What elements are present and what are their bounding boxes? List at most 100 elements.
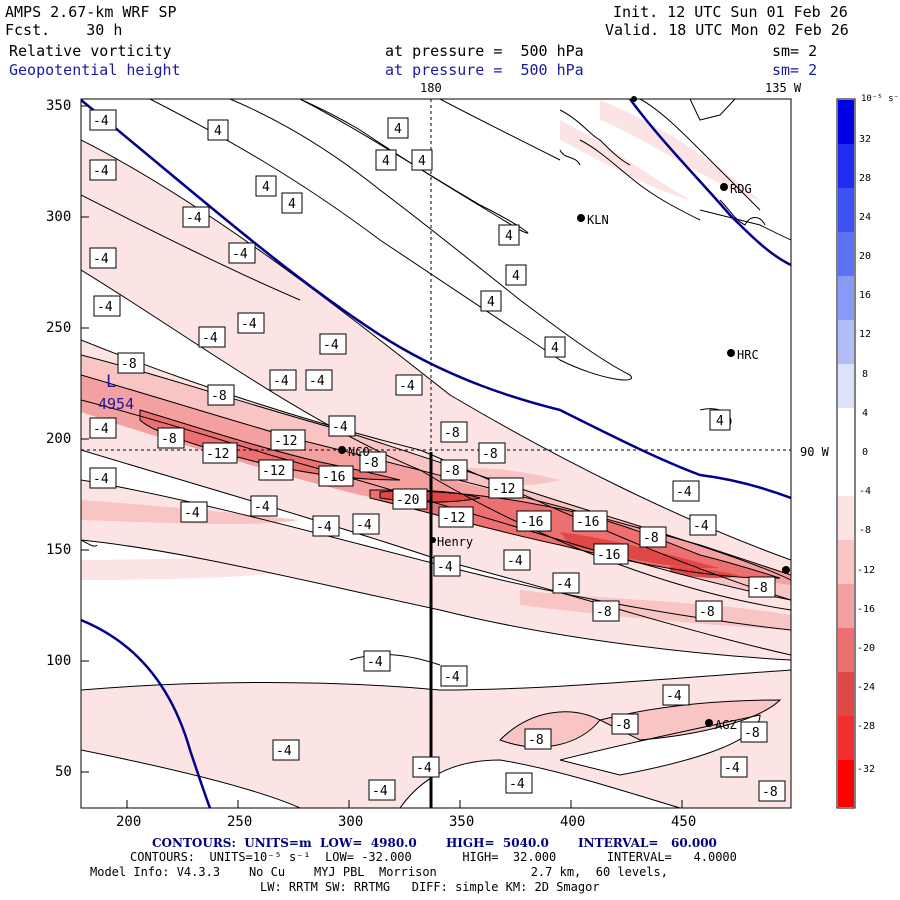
station-rdg: RDG — [730, 182, 752, 196]
svg-text:-8: -8 — [699, 605, 715, 620]
svg-text:-16: -16 — [597, 548, 620, 563]
colorbar-label-neg32: -32 — [857, 764, 876, 775]
valid-time: Valid. 18 UTC Mon 02 Feb 26 — [605, 21, 849, 39]
x-tick-200: 200 — [116, 814, 142, 830]
svg-text:-4: -4 — [254, 500, 270, 515]
station-hrc: HRC — [737, 348, 759, 362]
svg-text:-8: -8 — [528, 733, 544, 748]
field2-level: at pressure = 500 hPa — [385, 61, 584, 79]
station-henry: Henry — [437, 535, 474, 549]
y-tick-250: 250 — [46, 320, 72, 336]
svg-text:-12: -12 — [262, 464, 285, 479]
svg-text:-4: -4 — [399, 379, 415, 394]
label-neg4: -4 — [93, 114, 109, 129]
field1-level: at pressure = 500 hPa — [385, 42, 584, 60]
colorbar-label-neg24: -24 — [857, 682, 876, 693]
graticule — [81, 99, 791, 451]
svg-text:4: 4 — [487, 295, 495, 310]
svg-text:-4: -4 — [509, 777, 525, 792]
station-nco: NCO — [348, 445, 370, 459]
svg-text:-4: -4 — [93, 422, 109, 437]
model-title: AMPS 2.67-km WRF SP — [5, 3, 177, 21]
svg-text:-4: -4 — [556, 577, 572, 592]
footer-model-info: Model Info: V4.3.3 No Cu MYJ PBL Morriso… — [90, 865, 668, 879]
svg-text:-4: -4 — [202, 331, 218, 346]
svg-text:-4: -4 — [693, 519, 709, 534]
axis-ticks — [81, 105, 683, 808]
footer-physics-info: LW: RRTM SW: RRTMG DIFF: simple KM: 2D S… — [260, 880, 600, 894]
label-neg12: -12 — [206, 447, 229, 462]
y-tick-50: 50 — [55, 764, 72, 780]
svg-text:-4: -4 — [367, 655, 383, 670]
x-tick-250: 250 — [227, 814, 253, 830]
svg-text:-4: -4 — [332, 420, 348, 435]
plot-frame — [80, 98, 792, 809]
colorbar-label-20: 20 — [859, 251, 872, 262]
svg-text:-4: -4 — [666, 689, 682, 704]
lon-label-180: 180 — [420, 81, 442, 95]
svg-text:-4: -4 — [93, 164, 109, 179]
svg-text:4: 4 — [551, 341, 559, 356]
colorbar-label-neg20: -20 — [857, 643, 876, 654]
field1-smoothing: sm= 2 — [772, 42, 818, 60]
colorbar-label-24: 24 — [859, 212, 872, 223]
colorbar-label-neg12: -12 — [857, 565, 876, 576]
station-markers — [338, 96, 790, 727]
svg-text:-4: -4 — [724, 761, 740, 776]
svg-text:-8: -8 — [762, 785, 778, 800]
forecast-hour: Fcst. 30 h — [5, 21, 123, 39]
x-tick-300: 300 — [338, 814, 364, 830]
svg-text:-4: -4 — [507, 554, 523, 569]
colorbar-label-neg8: -8 — [859, 525, 872, 536]
svg-text:-8: -8 — [596, 605, 612, 620]
colorbar-label-32: 32 — [859, 134, 872, 145]
svg-text:-16: -16 — [520, 515, 543, 530]
svg-text:4: 4 — [262, 180, 270, 195]
colorbar-label-neg16: -16 — [857, 604, 876, 615]
station-kln: KLN — [587, 213, 609, 227]
colorbar-label-16: 16 — [859, 290, 872, 301]
svg-text:4: 4 — [505, 229, 513, 244]
contour-labels: -4 -4 -4 -4 -4 -4 -4 -4 -4 -4 -4 -4 -4 -… — [89, 109, 786, 802]
svg-text:-4: -4 — [309, 374, 325, 389]
y-tick-150: 150 — [46, 542, 72, 558]
svg-text:4: 4 — [394, 122, 402, 137]
svg-text:-4: -4 — [356, 518, 372, 533]
y-tick-100: 100 — [46, 653, 72, 669]
x-tick-350: 350 — [449, 814, 475, 830]
colorbar — [836, 98, 856, 809]
y-tick-300: 300 — [46, 209, 72, 225]
svg-text:4: 4 — [716, 414, 724, 429]
svg-text:-4: -4 — [241, 317, 257, 332]
svg-text:-16: -16 — [576, 515, 599, 530]
colorbar-label-12: 12 — [859, 329, 872, 340]
svg-text:-4: -4 — [416, 761, 432, 776]
svg-text:-4: -4 — [372, 784, 388, 799]
svg-text:4: 4 — [288, 197, 296, 212]
svg-text:-8: -8 — [211, 389, 227, 404]
y-tick-350: 350 — [46, 98, 72, 114]
svg-text:-8: -8 — [444, 464, 460, 479]
svg-text:-12: -12 — [274, 434, 297, 449]
svg-text:-4: -4 — [276, 744, 292, 759]
colorbar-label-4: 4 — [862, 408, 869, 419]
svg-text:-12: -12 — [492, 482, 515, 497]
svg-text:-4: -4 — [97, 300, 113, 315]
label-pos4: 4 — [214, 124, 222, 139]
colorbar-label-neg28: -28 — [857, 721, 876, 732]
svg-text:-8: -8 — [482, 447, 498, 462]
y-tick-200: 200 — [46, 431, 72, 447]
svg-text:-12: -12 — [442, 511, 465, 526]
svg-text:-4: -4 — [232, 247, 248, 262]
svg-text:4: 4 — [512, 269, 520, 284]
station-agz: AGZ — [715, 718, 737, 732]
svg-text:4: 4 — [382, 154, 390, 169]
x-tick-450: 450 — [671, 814, 697, 830]
geopotential-height-contours — [81, 99, 791, 808]
colorbar-label-0: 0 — [862, 447, 869, 458]
svg-text:-4: -4 — [444, 670, 460, 685]
svg-text:-8: -8 — [161, 432, 177, 447]
svg-text:-4: -4 — [186, 211, 202, 226]
label-neg8: -8 — [121, 357, 137, 372]
